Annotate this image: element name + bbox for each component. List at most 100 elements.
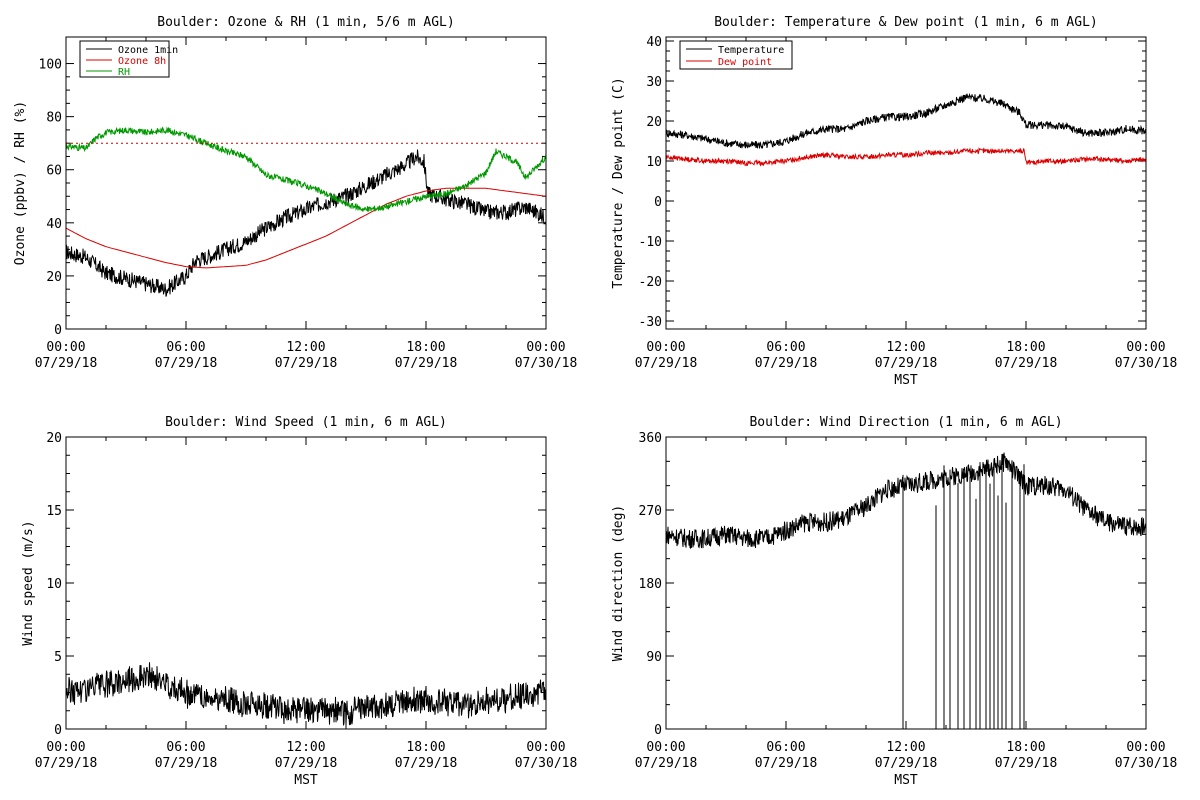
x-tick-label-time: 18:00 (1006, 740, 1045, 755)
x-tick-label-date: 07/29/18 (995, 356, 1058, 371)
y-tick-label: 100 (39, 58, 62, 73)
y-tick-label: 0 (54, 723, 62, 738)
y-tick-label: 60 (46, 164, 62, 179)
x-tick-label-time: 18:00 (406, 740, 445, 755)
y-tick-label: 80 (46, 111, 62, 126)
x-tick-label-date: 07/29/18 (875, 356, 938, 371)
x-tick-label-time: 12:00 (886, 340, 925, 355)
legend: Temperature Dew point (679, 40, 793, 70)
y-tick-label: -20 (639, 275, 662, 290)
x-tick-label-date: 07/29/18 (155, 756, 218, 771)
x-tick-label-date: 07/29/18 (395, 356, 458, 371)
x-tick-label-time: 06:00 (166, 740, 205, 755)
series-line (665, 92, 1147, 150)
legend-label-dew-point: Dew point (718, 57, 772, 68)
x-axis-label: MST (894, 373, 918, 388)
legend-box (679, 40, 793, 70)
panel-title: Boulder: Temperature & Dew point (1 min,… (714, 15, 1098, 30)
x-tick-label-date: 07/29/18 (155, 356, 218, 371)
y-tick-label: 0 (54, 323, 62, 338)
y-tick-label: 40 (46, 217, 62, 232)
x-axis-label: MST (894, 773, 918, 788)
y-tick-label: 20 (46, 270, 62, 285)
y-axis-label: Wind speed (m/s) (21, 520, 36, 645)
x-tick-label-time: 18:00 (406, 340, 445, 355)
x-tick-label-time: 18:00 (1006, 340, 1045, 355)
x-tick-label-date: 07/29/18 (35, 756, 98, 771)
x-tick-label-time: 00:00 (646, 340, 685, 355)
x-tick-label-date: 07/29/18 (755, 756, 818, 771)
y-axis-label: Temperature / Dew point (C) (611, 77, 626, 288)
x-tick-label-time: 06:00 (766, 740, 805, 755)
x-tick-label-time: 12:00 (286, 340, 325, 355)
y-tick-label: 30 (646, 75, 662, 90)
x-tick-label-date: 07/30/18 (1115, 756, 1178, 771)
legend-label-temperature: Temperature (718, 45, 784, 56)
series-line (65, 126, 547, 213)
panel-ozone-rh: Boulder: Ozone & RH (1 min, 5/6 m AGL) 0… (13, 15, 577, 371)
y-tick-label: 40 (646, 35, 662, 50)
panel-wind-speed: Boulder: Wind Speed (1 min, 6 m AGL) 0 5 1… (21, 415, 577, 788)
y-tick-label: 180 (639, 577, 662, 592)
y-tick-label: -10 (639, 235, 662, 250)
x-tick-label-time: 00:00 (526, 740, 565, 755)
y-tick-label: 360 (639, 431, 662, 446)
y-tick-label: 0 (654, 723, 662, 738)
y-axis-label: Wind direction (deg) (611, 505, 626, 662)
y-tick-label: 10 (46, 577, 62, 592)
x-tick-label-time: 00:00 (1126, 340, 1165, 355)
y-tick-label: 90 (646, 650, 662, 665)
x-tick-label-time: 12:00 (286, 740, 325, 755)
panel-title: Boulder: Wind Speed (1 min, 6 m AGL) (165, 415, 447, 430)
x-tick-label-time: 06:00 (166, 340, 205, 355)
series-line (65, 662, 547, 726)
panel-title: Boulder: Ozone & RH (1 min, 5/6 m AGL) (157, 15, 454, 30)
series-line (65, 187, 547, 269)
y-tick-label: -30 (639, 315, 662, 330)
series-line (65, 149, 547, 297)
x-tick-label-time: 00:00 (526, 340, 565, 355)
y-axis-label: Ozone (ppbv) / RH (%) (13, 101, 28, 265)
x-tick-label-time: 00:00 (1126, 740, 1165, 755)
x-tick-label-date: 07/29/18 (635, 356, 698, 371)
x-tick-label-time: 00:00 (646, 740, 685, 755)
panel-wind-direction: Boulder: Wind Direction (1 min, 6 m AGL)… (611, 415, 1177, 788)
x-tick-label-date: 07/30/18 (1115, 356, 1178, 371)
y-tick-label: 20 (646, 115, 662, 130)
x-tick-label-date: 07/29/18 (35, 356, 98, 371)
plot-frame (65, 36, 547, 330)
legend-label-ozone-8h: Ozone 8h (118, 56, 166, 67)
plot-frame (665, 436, 1147, 730)
legend-label-rh: RH (118, 67, 130, 78)
legend-label-ozone-1min: Ozone 1min (118, 45, 178, 56)
y-tick-label: 20 (46, 431, 62, 446)
x-tick-label-date: 07/29/18 (275, 756, 338, 771)
x-tick-label-date: 07/29/18 (995, 756, 1058, 771)
x-tick-label-date: 07/29/18 (635, 756, 698, 771)
x-tick-label-date: 07/29/18 (755, 356, 818, 371)
x-tick-label-time: 00:00 (46, 340, 85, 355)
legend: Ozone 1min Ozone 8h RH (79, 40, 178, 78)
x-tick-label-date: 07/30/18 (515, 356, 578, 371)
x-tick-label-time: 12:00 (886, 740, 925, 755)
x-axis-label: MST (294, 773, 318, 788)
y-tick-label: 0 (654, 195, 662, 210)
plot-frame (665, 36, 1147, 330)
plot-frame (65, 436, 547, 730)
x-tick-label-date: 07/29/18 (875, 756, 938, 771)
panel-title: Boulder: Wind Direction (1 min, 6 m AGL) (749, 415, 1062, 430)
y-tick-label: 270 (639, 504, 662, 519)
series-line (665, 146, 1147, 167)
y-tick-label: 15 (46, 504, 62, 519)
series-line (665, 452, 1147, 550)
y-tick-label: 10 (646, 155, 662, 170)
x-tick-label-time: 00:00 (46, 740, 85, 755)
panel-temperature-dewpoint: Boulder: Temperature & Dew point (1 min,… (611, 15, 1177, 388)
y-tick-label: 5 (54, 650, 62, 665)
x-tick-label-time: 06:00 (766, 340, 805, 355)
x-tick-label-date: 07/29/18 (395, 756, 458, 771)
x-tick-label-date: 07/30/18 (515, 756, 578, 771)
x-tick-label-date: 07/29/18 (275, 356, 338, 371)
